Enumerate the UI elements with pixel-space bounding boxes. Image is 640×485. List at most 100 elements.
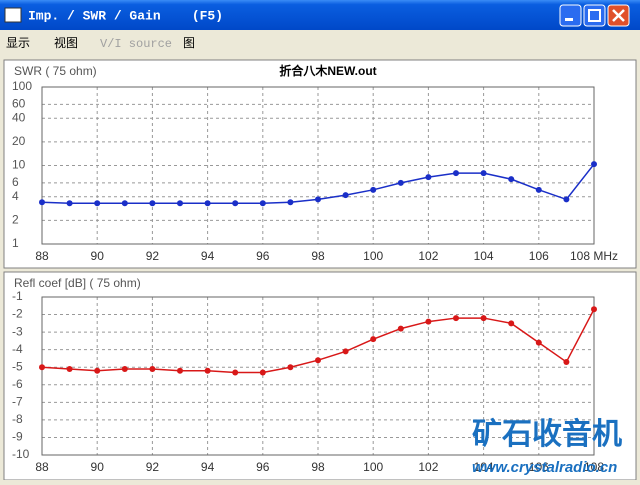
x-tick-label: 108 xyxy=(584,460,604,474)
chart-panel xyxy=(3,271,637,481)
x-tick-label: 108 MHz xyxy=(570,249,618,263)
data-point xyxy=(149,365,156,372)
y-tick-label: 10 xyxy=(12,158,26,172)
x-tick-label: 92 xyxy=(146,249,160,263)
y-tick-label: -5 xyxy=(12,359,23,373)
window-title: Imp. / SWR / Gain (F5) xyxy=(28,8,223,23)
x-tick-label: 92 xyxy=(146,460,160,474)
data-point xyxy=(508,176,515,183)
data-point xyxy=(315,357,321,364)
x-tick-label: 104 xyxy=(474,249,494,263)
data-point xyxy=(232,200,239,207)
data-point xyxy=(370,186,377,193)
x-tick-label: 90 xyxy=(91,249,105,263)
data-point xyxy=(342,192,349,199)
data-point xyxy=(204,367,211,374)
data-point xyxy=(453,315,459,322)
data-point xyxy=(177,367,183,374)
chart-panel xyxy=(3,59,637,269)
watermark-url: www.crystalradio.cn xyxy=(472,459,617,476)
y-tick-label: -8 xyxy=(12,412,23,426)
y-axis-label: Refl coef [dB] ( 75 ohm) xyxy=(14,276,141,290)
title-bar xyxy=(0,0,640,30)
data-point xyxy=(66,200,73,207)
y-tick-label: -3 xyxy=(12,324,23,338)
chart-title: 折合八木NEW.out xyxy=(279,63,376,78)
data-point xyxy=(480,315,487,322)
y-tick-label: -10 xyxy=(12,447,30,461)
data-point xyxy=(39,364,45,371)
maximize-button[interactable] xyxy=(583,4,606,27)
data-point xyxy=(287,199,294,206)
data-point xyxy=(177,200,183,207)
menu-item[interactable]: 图 xyxy=(183,36,195,50)
data-point xyxy=(591,306,597,313)
menu-item[interactable]: 视图 xyxy=(54,35,78,50)
x-tick-label: 96 xyxy=(256,460,270,474)
y-tick-label: 2 xyxy=(12,213,19,227)
data-point xyxy=(39,199,45,206)
x-tick-label: 94 xyxy=(201,249,215,263)
y-axis-label: SWR ( 75 ohm) xyxy=(14,64,97,78)
data-point xyxy=(259,200,266,207)
x-tick-label: 102 xyxy=(418,249,438,263)
data-point xyxy=(370,336,377,343)
x-tick-label: 106 xyxy=(529,460,549,474)
data-point xyxy=(425,174,432,181)
app-icon xyxy=(4,7,22,23)
y-tick-label: -9 xyxy=(12,430,23,444)
data-point xyxy=(287,364,294,371)
data-point xyxy=(232,369,239,376)
data-point xyxy=(94,200,101,207)
data-point xyxy=(508,320,515,327)
watermark-title: 矿石收音机 xyxy=(472,417,622,451)
data-point xyxy=(397,179,404,186)
x-tick-label: 88 xyxy=(35,460,49,474)
x-tick-label: 98 xyxy=(311,460,325,474)
y-tick-label: 4 xyxy=(12,189,19,203)
data-point xyxy=(453,170,459,177)
data-point xyxy=(204,200,211,207)
x-tick-label: 96 xyxy=(256,249,270,263)
data-point xyxy=(563,358,570,365)
menu-item[interactable]: 显示 xyxy=(6,36,30,50)
data-point xyxy=(480,170,487,177)
x-tick-label: 88 xyxy=(35,249,49,263)
x-tick-label: 104 xyxy=(474,460,494,474)
y-tick-label: 6 xyxy=(12,175,19,189)
close-button[interactable] xyxy=(607,4,630,27)
menu-bar xyxy=(0,30,640,56)
y-tick-label: 40 xyxy=(12,110,26,124)
y-tick-label: -4 xyxy=(12,342,23,356)
y-tick-label: 60 xyxy=(12,97,26,111)
data-point xyxy=(66,365,73,372)
data-point xyxy=(149,200,156,207)
x-tick-label: 98 xyxy=(311,249,325,263)
data-point xyxy=(259,369,266,376)
y-tick-label: -2 xyxy=(12,307,23,321)
x-tick-label: 102 xyxy=(418,460,438,474)
data-point xyxy=(94,367,101,374)
y-tick-label: 20 xyxy=(12,134,26,148)
y-tick-label: 100 xyxy=(12,79,32,93)
data-point xyxy=(535,186,542,193)
data-point xyxy=(397,325,404,332)
data-point xyxy=(315,196,321,203)
x-tick-label: 90 xyxy=(91,460,105,474)
menu-item[interactable]: V/I source xyxy=(100,37,172,51)
x-tick-label: 94 xyxy=(201,460,215,474)
data-point xyxy=(342,348,349,355)
y-tick-label: -7 xyxy=(12,395,23,409)
data-point xyxy=(121,200,128,207)
data-point xyxy=(425,318,432,325)
x-tick-label: 106 xyxy=(529,249,549,263)
y-tick-label: -1 xyxy=(12,289,23,303)
minimize-button[interactable] xyxy=(559,4,582,27)
y-tick-label: 1 xyxy=(12,236,19,250)
data-point xyxy=(591,161,597,168)
y-tick-label: -6 xyxy=(12,377,23,391)
data-point xyxy=(563,196,570,203)
data-point xyxy=(121,365,128,372)
